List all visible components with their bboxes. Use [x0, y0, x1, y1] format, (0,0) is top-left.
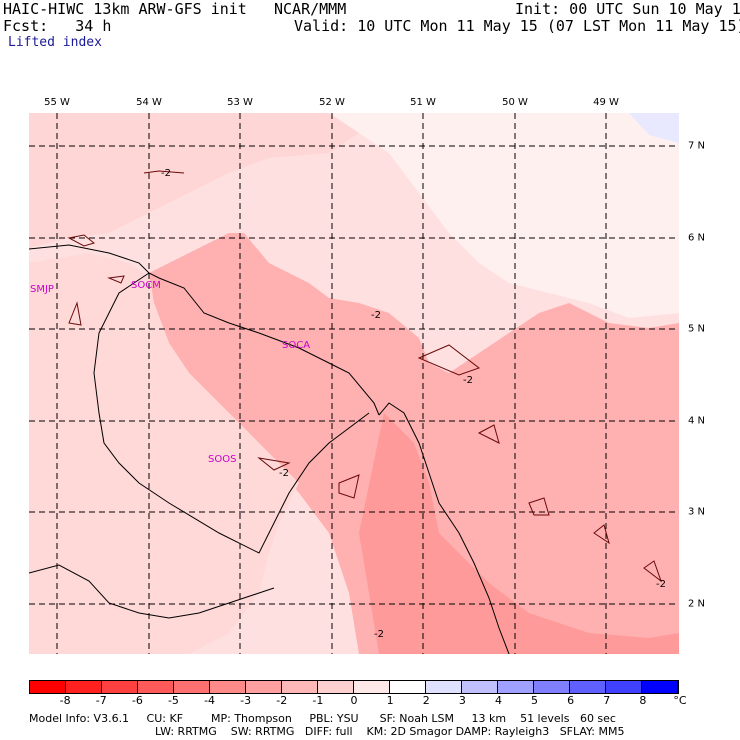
colorbar-swatch [390, 681, 426, 693]
colorbar-swatch [426, 681, 462, 693]
contour-label: -2 [656, 579, 666, 590]
lon-label: 53 W [227, 97, 253, 108]
lat-label: 6 N [688, 232, 706, 244]
lat-label: 2 N [688, 598, 706, 610]
colorbar-tick-label: 6 [567, 694, 575, 707]
colorbar-swatch [66, 681, 102, 693]
station-label-soos: SOOS [208, 454, 237, 465]
colorbar-swatch [138, 681, 174, 693]
colorbar-tick-label: -8 [59, 694, 71, 707]
colorbar-tick-label: 2 [422, 694, 430, 707]
colorbar-tick-label: -1 [312, 694, 324, 707]
colorbar-tick-label: -7 [95, 694, 107, 707]
colorbar-swatch [282, 681, 318, 693]
contour-label: -2 [463, 375, 473, 386]
lon-label: 51 W [410, 97, 436, 108]
valid-time: Valid: 10 UTC Mon 11 May 15 (07 LST Mon … [294, 17, 740, 35]
lon-label: 55 W [44, 97, 70, 108]
colorbar-unit: °C [673, 694, 687, 707]
colorbar-swatch [606, 681, 642, 693]
colorbar-swatch [462, 681, 498, 693]
colorbar-tick-label: 0 [350, 694, 358, 707]
colorbar-swatch [30, 681, 66, 693]
contour-label: -2 [161, 168, 171, 179]
colorbar-swatch [642, 681, 678, 693]
contour-label: -2 [371, 310, 381, 321]
light-region [29, 113, 359, 248]
footer-model-info: Model Info: V3.6.1 CU: KF MP: Thompson P… [29, 712, 616, 725]
colorbar-tick-label: 4 [494, 694, 502, 707]
colorbar-tick-label: -4 [204, 694, 216, 707]
colorbar-swatch [174, 681, 210, 693]
lifted-index-map: -2 -2 -2 -2 -2 -2 [29, 113, 679, 654]
colorbar-swatch [534, 681, 570, 693]
lat-label: 4 N [688, 415, 706, 427]
station-label-soca: SOCA [282, 340, 311, 351]
warm-region [359, 413, 679, 654]
station-label-smjp: SMJP [30, 284, 54, 295]
colorbar [29, 680, 679, 694]
init-time: Init: 00 UTC Sun 10 May 15 [515, 0, 740, 18]
colorbar-swatch [318, 681, 354, 693]
colorbar-tick-label: 8 [639, 694, 647, 707]
colorbar-swatch [354, 681, 390, 693]
coastlines-borders [29, 244, 510, 654]
field-name: Lifted index [8, 35, 102, 50]
lon-label: 49 W [593, 97, 619, 108]
colorbar-tick-label: 5 [531, 694, 539, 707]
model-title: HAIC-HIWC 13km ARW-GFS init [3, 0, 247, 18]
colorbar-swatch [246, 681, 282, 693]
colorbar-tick-label: -5 [167, 694, 179, 707]
lat-label: 3 N [688, 506, 706, 518]
lat-lon-grid [29, 113, 679, 654]
forecast-hour: Fcst: 34 h [3, 17, 112, 35]
lat-label: 7 N [688, 140, 706, 152]
colorbar-swatch [102, 681, 138, 693]
contour-lines [67, 170, 663, 583]
colorbar-tick-label: -6 [131, 694, 143, 707]
colorbar-swatch [210, 681, 246, 693]
lat-label: 5 N [688, 323, 706, 335]
contour-label: -2 [279, 468, 289, 479]
colorbar-tick-label: 1 [386, 694, 394, 707]
lon-label: 54 W [136, 97, 162, 108]
colorbar-tick-label: -3 [240, 694, 252, 707]
footer-physics-info: LW: RRTMG SW: RRTMG DIFF: full KM: 2D Sm… [155, 725, 625, 738]
lon-label: 52 W [319, 97, 345, 108]
station-label-socm: SOCM [131, 280, 161, 291]
colorbar-swatch [570, 681, 606, 693]
faint-blue-region [629, 113, 679, 143]
org-label: NCAR/MMM [274, 0, 347, 18]
colorbar-tick-label: 3 [458, 694, 466, 707]
colorbar-tick-label: -2 [276, 694, 288, 707]
colorbar-tick-label: 7 [603, 694, 611, 707]
lightest-region [329, 113, 679, 318]
lon-label: 50 W [502, 97, 528, 108]
contour-label: -2 [374, 629, 384, 640]
colorbar-swatch [498, 681, 534, 693]
